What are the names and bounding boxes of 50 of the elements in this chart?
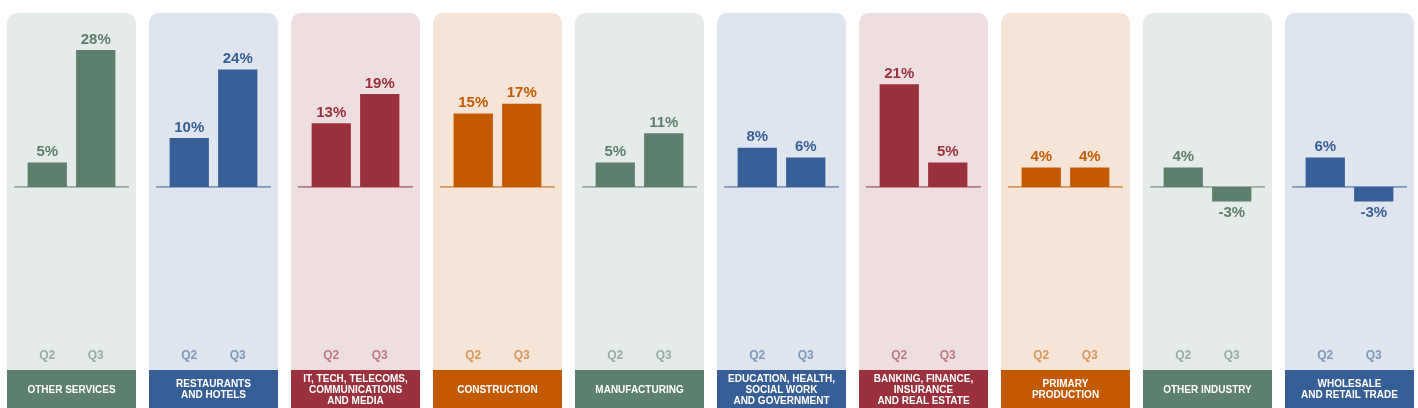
data-label: 5%	[936, 142, 959, 160]
x-tick-label: Q2	[465, 348, 482, 363]
data-label: 5%	[604, 142, 627, 160]
data-label: 15%	[458, 93, 489, 111]
data-label: 17%	[506, 83, 537, 101]
data-label: 21%	[884, 63, 915, 81]
data-label: 24%	[222, 49, 253, 67]
text: MANUFACTURING	[575, 370, 704, 408]
data-label: -3%	[1218, 203, 1246, 221]
data-label: 10%	[174, 117, 205, 135]
x-tick-label: Q2	[39, 348, 56, 363]
data-label: 4%	[1172, 147, 1195, 165]
data-label: 5%	[36, 142, 59, 160]
x-tick-label: Q3	[1223, 348, 1241, 363]
x-tick-label: Q3	[1081, 348, 1099, 363]
x-tick-label: Q2	[1317, 348, 1334, 363]
data-label: 4%	[1030, 147, 1053, 165]
data-label: 28%	[80, 29, 111, 47]
data-label: 11%	[649, 112, 679, 130]
x-tick-label: Q2	[607, 348, 624, 363]
text: OTHER INDUSTRY	[1143, 370, 1272, 408]
x-tick-label: Q3	[797, 348, 815, 363]
text: IT, TECH, TELECOMS, COMMUNICATIONS AND MEDIA	[291, 370, 420, 408]
text: BANKING, FINANCE, INSURANCE AND REAL ESTATE	[859, 370, 988, 408]
data-label: 19%	[364, 73, 395, 91]
x-tick-label: Q3	[655, 348, 673, 363]
x-tick-label: Q2	[181, 348, 198, 363]
data-label: 6%	[1314, 137, 1337, 155]
x-tick-label: Q3	[87, 348, 105, 363]
data-label: 8%	[746, 127, 769, 145]
text: CONSTRUCTION	[433, 370, 562, 408]
data-label: 4%	[1078, 147, 1101, 165]
x-tick-label: Q2	[1175, 348, 1192, 363]
x-tick-label: Q2	[323, 348, 340, 363]
x-tick-label: Q2	[891, 348, 908, 363]
text: PRIMARY PRODUCTION	[1001, 370, 1130, 408]
x-tick-label: Q2	[749, 348, 766, 363]
x-tick-label: Q3	[939, 348, 957, 363]
text: RESTAURANTS AND HOTELS	[149, 370, 278, 408]
x-tick-label: Q3	[229, 348, 247, 363]
text: WHOLESALE AND RETAIL TRADE	[1285, 370, 1414, 408]
x-tick-label: Q3	[513, 348, 531, 363]
x-tick-label: Q2	[1033, 348, 1050, 363]
data-label: 6%	[794, 137, 817, 155]
data-label: -3%	[1360, 203, 1388, 221]
text: EDUCATION, HEALTH, SOCIAL WORK AND GOVERNMENT	[717, 370, 846, 408]
x-tick-label: Q3	[371, 348, 389, 363]
data-label: 13%	[316, 102, 347, 120]
text: OTHER SERVICES	[7, 370, 136, 408]
x-tick-label: Q3	[1365, 348, 1383, 363]
